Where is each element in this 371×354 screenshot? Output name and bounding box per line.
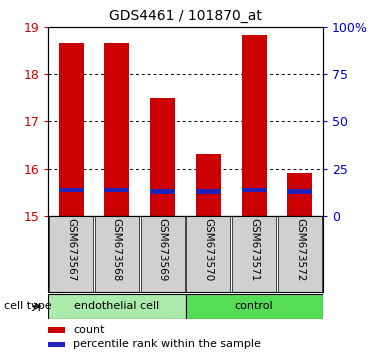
Bar: [287, 173, 312, 216]
FancyBboxPatch shape: [95, 216, 139, 292]
Bar: [196, 154, 221, 216]
Bar: [242, 35, 267, 216]
Text: count: count: [73, 325, 105, 335]
FancyBboxPatch shape: [278, 216, 322, 292]
Text: control: control: [235, 301, 273, 311]
Text: GSM673572: GSM673572: [295, 218, 305, 281]
Text: GSM673567: GSM673567: [66, 218, 76, 281]
Bar: [150, 98, 175, 216]
Bar: [59, 43, 84, 216]
Bar: [242, 188, 267, 192]
Bar: [104, 188, 129, 192]
Bar: [287, 189, 312, 194]
FancyBboxPatch shape: [141, 216, 185, 292]
FancyBboxPatch shape: [49, 216, 93, 292]
FancyBboxPatch shape: [48, 294, 186, 319]
Bar: [48, 327, 65, 333]
Bar: [59, 188, 84, 192]
Text: GSM673570: GSM673570: [203, 218, 213, 281]
Text: cell type: cell type: [4, 301, 51, 311]
Bar: [48, 342, 65, 347]
Text: endothelial cell: endothelial cell: [74, 301, 160, 311]
Text: GSM673569: GSM673569: [158, 218, 168, 281]
Text: GSM673571: GSM673571: [249, 218, 259, 281]
Bar: [196, 189, 221, 194]
Bar: [150, 189, 175, 194]
Text: percentile rank within the sample: percentile rank within the sample: [73, 339, 261, 349]
Text: GSM673568: GSM673568: [112, 218, 122, 281]
FancyBboxPatch shape: [232, 216, 276, 292]
Bar: [104, 43, 129, 216]
Title: GDS4461 / 101870_at: GDS4461 / 101870_at: [109, 9, 262, 23]
FancyBboxPatch shape: [186, 216, 230, 292]
FancyBboxPatch shape: [186, 294, 323, 319]
